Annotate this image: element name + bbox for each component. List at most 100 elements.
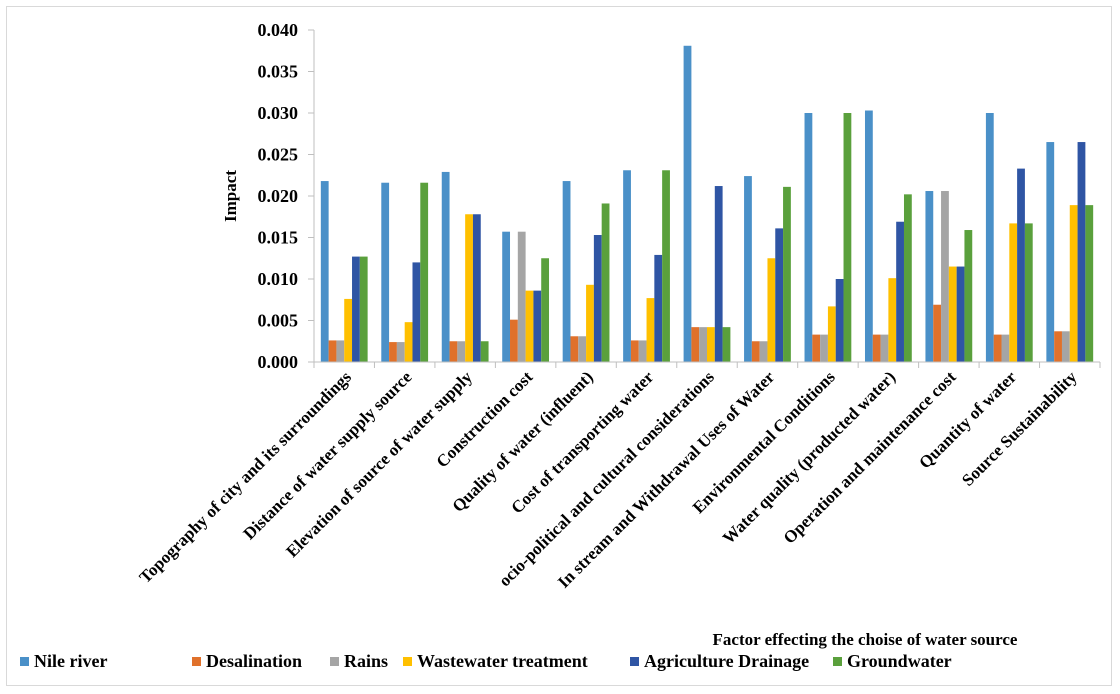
legend-label: Rains — [344, 651, 388, 671]
bar — [638, 340, 647, 362]
bar — [1069, 205, 1078, 362]
bar — [396, 342, 405, 362]
bar — [744, 176, 752, 362]
bars — [320, 45, 1094, 363]
bar — [925, 191, 934, 362]
bar — [510, 319, 518, 362]
bar — [381, 182, 390, 362]
bar — [722, 327, 731, 362]
bar — [843, 113, 852, 362]
legend-swatch — [192, 657, 201, 666]
bar — [623, 170, 631, 362]
bar — [751, 341, 760, 362]
bar — [872, 334, 881, 362]
bar — [1001, 334, 1010, 362]
legend-label: Desalination — [206, 651, 302, 671]
x-axis-ticks: Topography of city and its surroundingsD… — [136, 362, 1101, 592]
bar — [420, 182, 429, 362]
bar — [1024, 223, 1033, 362]
bar — [759, 341, 768, 362]
bar — [517, 231, 526, 362]
bar — [1054, 331, 1062, 362]
bar — [389, 342, 397, 362]
bar — [707, 327, 715, 362]
bar — [586, 284, 594, 362]
y-axis-title: Impact — [221, 170, 240, 222]
legend-item: Nile river — [20, 651, 107, 671]
bar — [1017, 168, 1025, 362]
bar — [683, 45, 692, 363]
bar — [601, 203, 610, 362]
bar — [1085, 205, 1094, 362]
bar — [880, 334, 889, 362]
bar — [699, 327, 707, 362]
bar — [956, 266, 965, 362]
bar — [570, 336, 579, 362]
bar — [1077, 142, 1086, 362]
bar — [691, 327, 700, 362]
legend-label: Wastewater treatment — [417, 651, 588, 671]
bar — [903, 194, 912, 362]
bar — [593, 235, 602, 362]
bar — [525, 290, 534, 362]
bar — [714, 186, 723, 362]
bar — [472, 214, 481, 362]
bar — [812, 334, 821, 362]
bar — [964, 230, 973, 362]
legend-label: Agriculture Drainage — [644, 651, 809, 671]
legend-item: Agriculture Drainage — [630, 651, 809, 671]
x-tick-label: Source Sustainability — [958, 367, 1081, 490]
bar — [835, 279, 844, 362]
y-tick-label: 0.035 — [258, 62, 299, 82]
y-tick-label: 0.040 — [258, 20, 299, 40]
bar — [1046, 142, 1055, 362]
bar — [359, 256, 368, 362]
bar — [336, 340, 345, 362]
y-tick-label: 0.000 — [258, 352, 299, 372]
bar — [827, 306, 836, 362]
bar — [783, 186, 791, 362]
bar — [804, 113, 813, 362]
x-tick-label: In stream and Withdrawal Uses of Water — [554, 367, 779, 592]
bar — [533, 290, 542, 362]
bar — [896, 221, 904, 362]
bar — [541, 258, 550, 362]
bar — [662, 170, 670, 362]
bar — [646, 298, 655, 362]
y-tick-label: 0.020 — [258, 186, 299, 206]
bar — [985, 113, 994, 362]
legend-swatch — [403, 657, 412, 666]
legend-swatch — [20, 657, 29, 666]
bar — [404, 322, 413, 362]
x-tick-label: ocio-political and cultural consideratio… — [495, 367, 718, 590]
legend-swatch — [630, 657, 639, 666]
bar — [449, 341, 458, 362]
bar — [993, 334, 1002, 362]
bar — [328, 340, 337, 362]
bar — [888, 278, 897, 362]
bar — [767, 258, 776, 362]
bar — [1061, 331, 1070, 362]
bar — [344, 298, 353, 362]
bar — [441, 171, 450, 362]
bar — [562, 181, 571, 362]
bar — [775, 228, 784, 362]
x-tick-label: Topography of city and its surroundings — [136, 367, 356, 587]
x-axis-title: Factor effecting the choise of water sou… — [713, 630, 1018, 649]
legend-item: Desalination — [192, 651, 302, 671]
legend-item: Rains — [330, 651, 388, 671]
bar — [578, 336, 587, 362]
legend-item: Wastewater treatment — [403, 651, 588, 671]
legend-label: Groundwater — [847, 651, 952, 671]
y-tick-label: 0.010 — [258, 269, 299, 289]
bar — [412, 262, 421, 362]
legend-item: Groundwater — [833, 651, 952, 671]
bar — [654, 254, 663, 362]
bar — [465, 214, 473, 362]
bar — [320, 181, 329, 362]
bar — [948, 266, 957, 362]
legend-swatch — [833, 657, 842, 666]
bar — [630, 340, 639, 362]
y-tick-label: 0.025 — [258, 145, 299, 165]
